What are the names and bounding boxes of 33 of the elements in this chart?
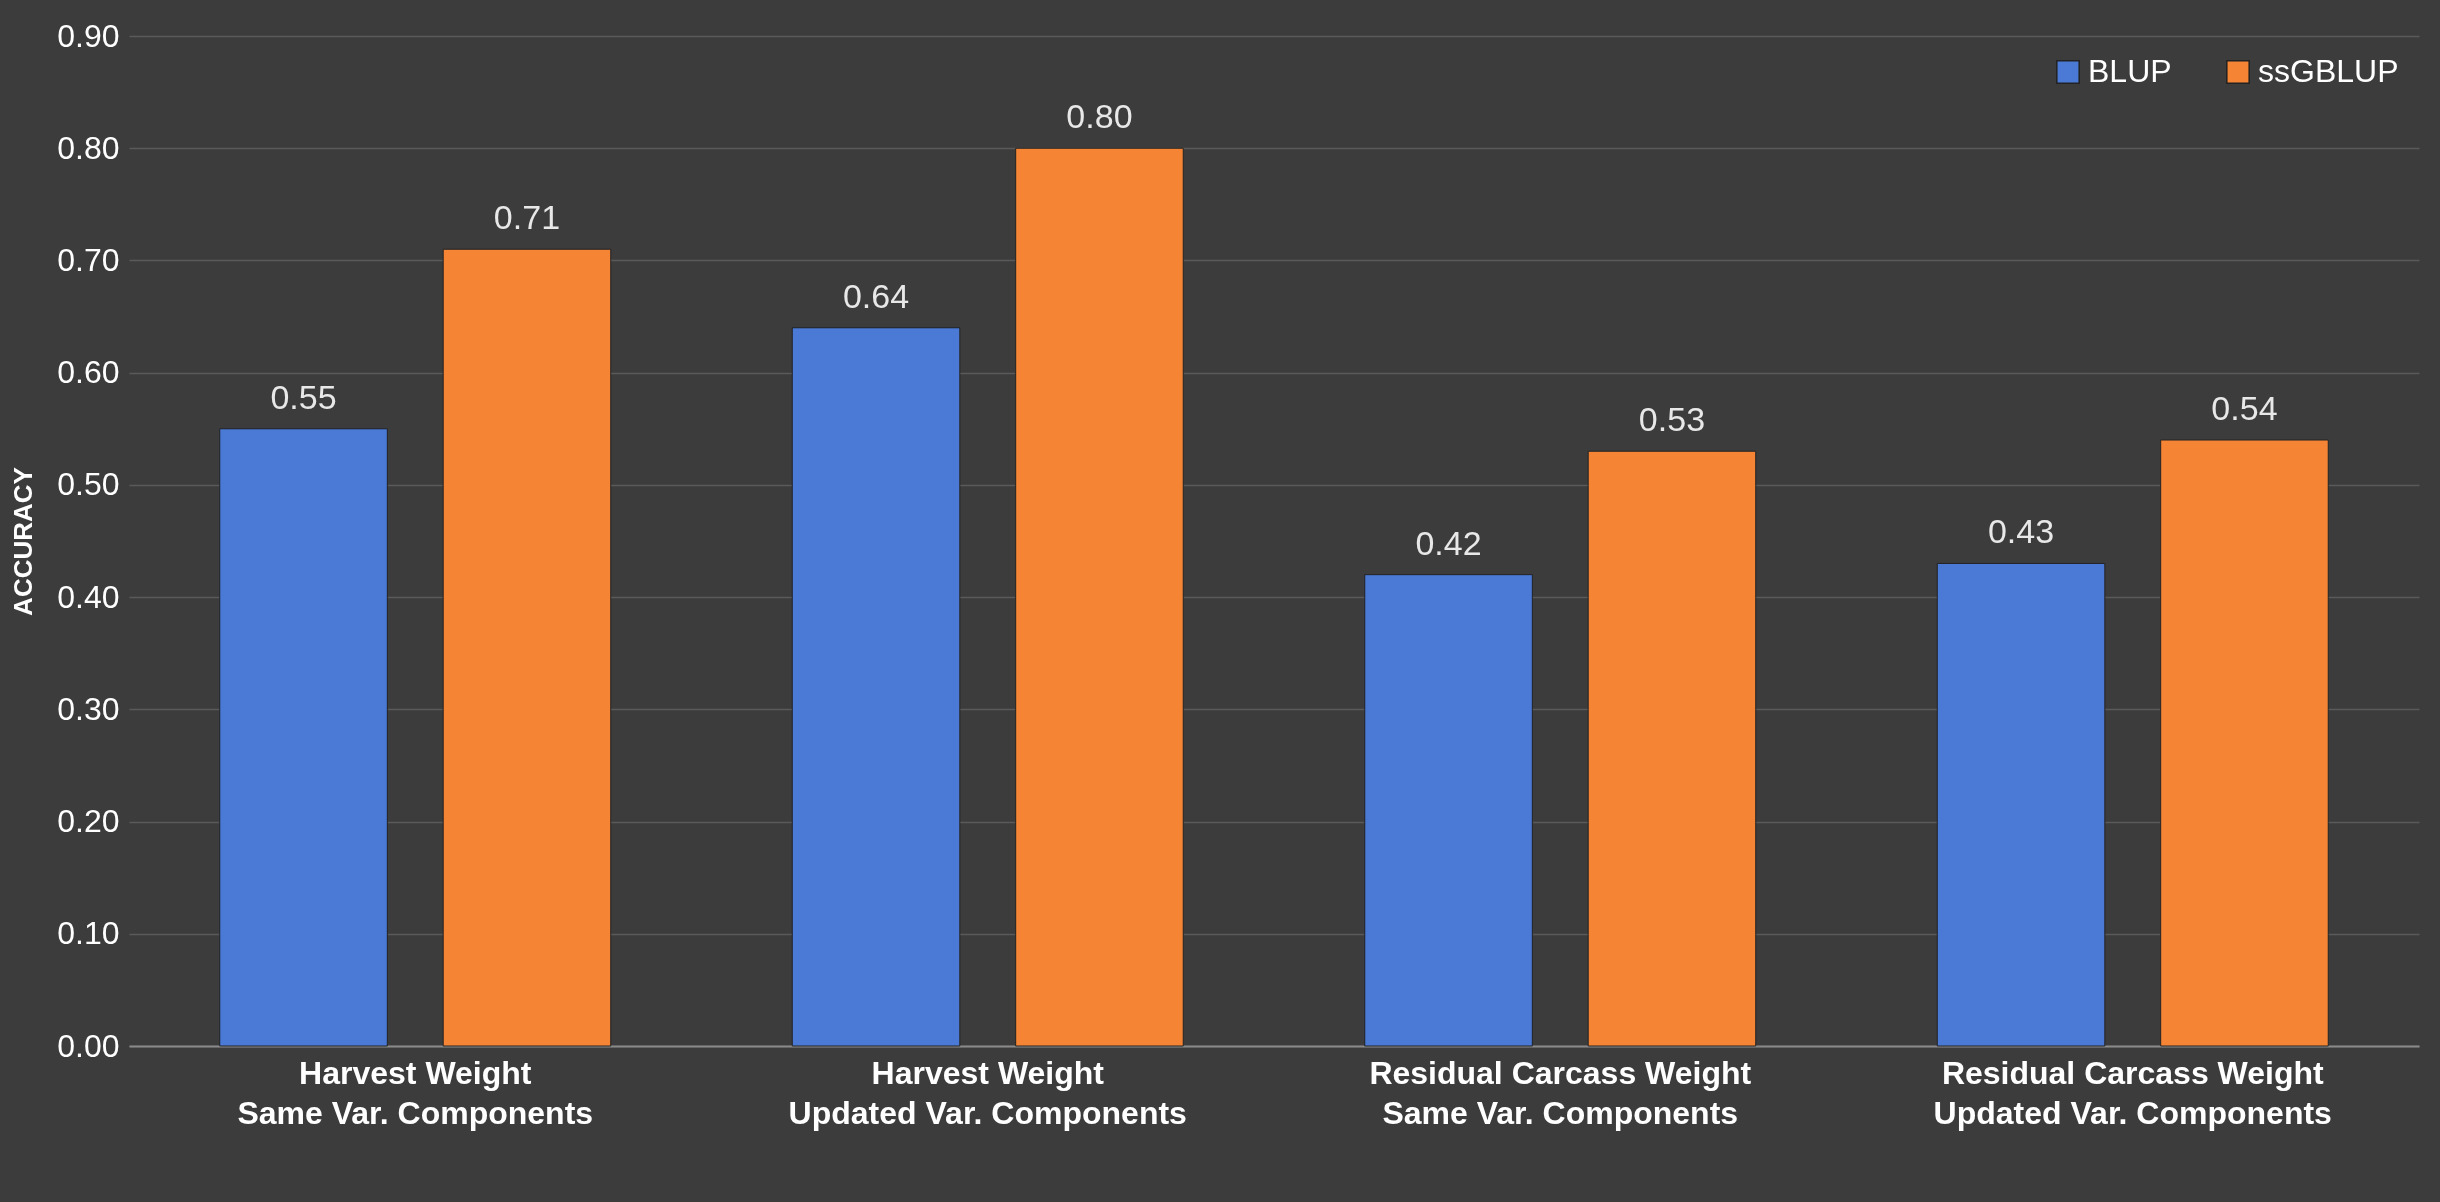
y-tick-label: 0.00 bbox=[57, 1027, 120, 1064]
x-tick-label: Residual Carcass Weight Same Var. Components bbox=[1369, 1054, 1752, 1131]
y-tick-label: 0.90 bbox=[57, 17, 120, 54]
y-tick-label: 0.30 bbox=[57, 690, 120, 727]
y-tick-label: 0.80 bbox=[57, 129, 120, 166]
data-label: 0.55 bbox=[270, 377, 337, 416]
data-label: 0.53 bbox=[1638, 400, 1706, 439]
y-axis-title: ACCURACY bbox=[8, 467, 39, 616]
data-label: 0.54 bbox=[2211, 389, 2278, 427]
y-tick-label: 0.20 bbox=[57, 803, 120, 840]
data-label: 0.42 bbox=[1415, 523, 1482, 562]
x-tick-label: Residual Carcass Weight Updated Var. Components bbox=[1933, 1054, 2332, 1131]
data-label: 0.64 bbox=[842, 276, 910, 315]
data-label: 0.80 bbox=[1066, 97, 1133, 136]
legend-label: ssGBLUP bbox=[2258, 53, 2399, 89]
bar bbox=[1936, 562, 2106, 1047]
y-tick-label: 0.10 bbox=[57, 915, 120, 952]
y-tick-label: 0.40 bbox=[57, 578, 120, 615]
x-tick-label: Harvest Weight Same Var. Components bbox=[237, 1054, 594, 1131]
bar bbox=[1587, 450, 1757, 1047]
data-label: 0.71 bbox=[493, 198, 561, 237]
x-tick-label: Harvest Weight Updated Var. Components bbox=[788, 1054, 1187, 1131]
bar bbox=[2160, 439, 2329, 1047]
data-label: 0.43 bbox=[1987, 512, 2055, 551]
bar bbox=[1015, 147, 1184, 1047]
legend-label: BLUP bbox=[2088, 53, 2172, 89]
bar bbox=[1364, 574, 1533, 1047]
bar bbox=[442, 248, 612, 1047]
y-tick-label: 0.50 bbox=[57, 466, 120, 503]
bar bbox=[791, 327, 961, 1047]
y-tick-label: 0.60 bbox=[57, 354, 120, 391]
y-tick-label: 0.70 bbox=[57, 241, 120, 278]
bar bbox=[219, 428, 388, 1047]
